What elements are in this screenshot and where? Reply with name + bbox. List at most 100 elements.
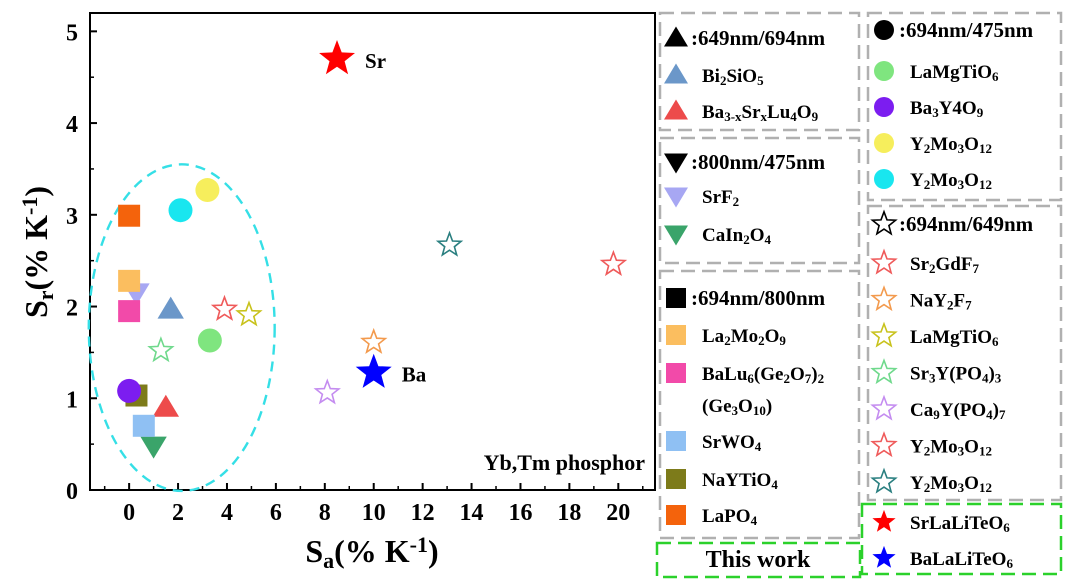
legend-entry-0-text: Bi2SiO5 [702,66,764,88]
legend-entry-11-icon [874,133,894,153]
legend-entry-20-text: SrLaLiTeO6 [910,513,1010,535]
legend-entry-10-icon [874,97,894,117]
x-tick-label-12: 12 [411,500,435,526]
legend-entry-21-icon [872,545,896,568]
legend-entry-15-text: LaMgTiO6 [910,327,999,349]
legend-header-694-649-icon [870,209,898,236]
legend-entry-9-icon [874,61,894,81]
data-point-3 [140,436,167,459]
legend-entry-7-text: NaYTiO4 [702,470,778,492]
x-tick-label-4: 4 [221,500,233,526]
legend-entry-5-icon [666,363,686,383]
legend-entry-18-text: Y2Mo3O12 [910,437,992,459]
legend-entry-14-icon [870,285,898,312]
data-point-18 [599,249,628,277]
legend-entry-20-icon [872,509,896,532]
legend-entry-2-text: SrF2 [702,187,739,209]
data-point-1 [152,394,180,417]
legend-entry-3-text: CaIn2O4 [702,225,771,247]
legend-entry-9-text: LaMgTiO6 [910,62,999,84]
x-tick-label-14: 14 [460,500,484,526]
legend-entry-7-icon [666,469,686,489]
y-tick-label-1: 1 [66,387,78,413]
legend-entry-17-text: Ca9Y(PO4)7 [910,400,1006,422]
legend-entry-5-text2: (Ge3O10) [702,396,772,418]
y-tick-label-0: 0 [66,479,78,505]
cluster-ellipse [87,163,276,493]
legend-box-this-work-label [655,541,862,579]
legend-entry-6-icon [666,431,686,451]
x-tick-label-20: 20 [606,500,630,526]
legend-entry-17-icon [870,394,898,421]
legend-header-694-800-icon [666,288,686,308]
legend-header-649-694-text: :649nm/694nm [691,26,826,50]
legend-header-800-475-icon [664,153,688,174]
data-point-13 [210,294,239,321]
legend-entry-12-icon [874,169,894,189]
legend-entry-6-text: SrWO4 [702,432,762,454]
point-label-sr: Sr [365,49,386,73]
legend-entry-13-icon [870,248,898,275]
legend-entry-16-icon [870,358,898,385]
data-point-21 [355,353,392,388]
legend-entry-13-text: Sr2GdF7 [910,254,979,276]
data-point-14 [360,327,388,354]
legend-header-694-800-text: :694nm/800nm [691,286,826,310]
y-tick-label-5: 5 [66,20,78,46]
data-point-5 [118,300,141,323]
legend-header-649-694-icon [664,26,688,47]
legend-box-649-694 [658,11,861,132]
data-point-20 [319,40,355,75]
legend-entry-11-text: Y2Mo3O12 [910,134,992,156]
y-tick-label-3: 3 [66,204,78,230]
data-point-17 [313,378,341,405]
x-tick-label-18: 18 [557,500,581,526]
legend-this-work-label: This work [706,547,811,573]
legend-box-694-800 [658,269,861,540]
y-axis-title: Sr(% K-1) [17,186,57,318]
x-tick-label-8: 8 [319,500,331,526]
x-axis-title: Sa(% K-1) [305,532,438,572]
data-point-10 [117,378,142,403]
legend-entry-19-text: Y2Mo3O12 [910,473,992,495]
legend-entry-4-text: La2Mo2O9 [702,326,786,348]
legend-entry-8-icon [666,505,686,525]
legend-entry-0-icon [664,63,688,84]
plot-frame [89,12,656,491]
data-point-9 [197,328,222,353]
legend-entry-8-text: LaPO4 [702,506,758,528]
data-point-19 [435,230,464,257]
legend-header-800-475-text: :800nm/475nm [691,150,826,174]
legend-entry-3-icon [664,225,688,246]
data-point-8 [118,204,141,227]
legend-header-694-475-icon [874,20,894,40]
x-tick-label-10: 10 [362,500,386,526]
y-tick-label-4: 4 [66,112,78,138]
y-tick-label-2: 2 [66,296,78,322]
x-tick-label-2: 2 [172,500,184,526]
data-point-15 [235,300,263,327]
legend-entry-21-text: BaLaLiTeO6 [910,549,1013,571]
legend-box-800-475 [658,136,861,265]
data-point-4 [118,269,141,292]
legend-entry-18-icon [870,431,898,458]
data-point-6 [132,414,155,437]
x-tick-label-6: 6 [270,500,282,526]
legend: :649nm/694nm Bi2SiO5 Ba3-xSrxLu4O9:800nm/4… [655,11,1063,579]
data-point-11 [195,178,220,203]
data-point-12 [168,198,193,223]
x-tick-label-0: 0 [123,500,135,526]
legend-entry-5-text: BaLu6(Ge2O7)2 [702,364,824,386]
legend-entry-12-text: Y2Mo3O12 [910,170,992,192]
data-point-16 [147,336,175,363]
data-point-0 [157,296,184,319]
legend-header-694-649-text: :694nm/649nm [899,212,1034,236]
legend-entry-2-icon [664,187,688,208]
legend-box-694-475 [866,11,1063,202]
legend-entry-1-icon [664,99,688,120]
legend-entry-16-text: Sr3Y(PO4)3 [910,364,1002,386]
legend-box-this-work-entries [860,502,1063,576]
legend-entry-14-text: NaY2F7 [910,291,972,313]
